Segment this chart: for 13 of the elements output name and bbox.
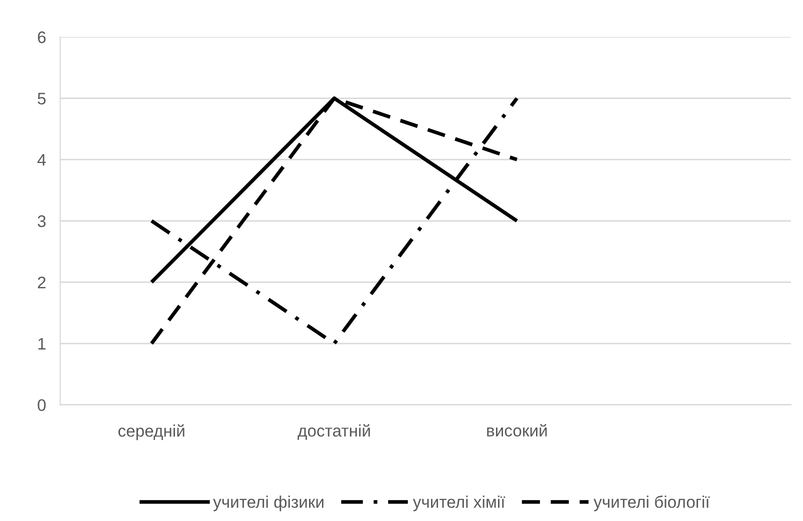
y-tick-label: 6 (38, 31, 46, 44)
y-tick-label: 2 (38, 276, 46, 288)
x-tick-label: високий (487, 424, 547, 437)
legend-label: учителі фізики (213, 496, 324, 512)
legend-label: учителі хімії (412, 496, 506, 512)
y-tick-label: 5 (38, 92, 46, 104)
x-tick-label: достатній (298, 424, 370, 440)
legend-label: учителі біології (594, 496, 710, 512)
y-tick-label: 0 (38, 399, 46, 412)
y-tick-label: 4 (37, 154, 46, 166)
x-tick-label: середній (118, 424, 184, 440)
y-tick-label: 3 (38, 215, 46, 228)
y-tick-label: 1 (38, 338, 46, 350)
